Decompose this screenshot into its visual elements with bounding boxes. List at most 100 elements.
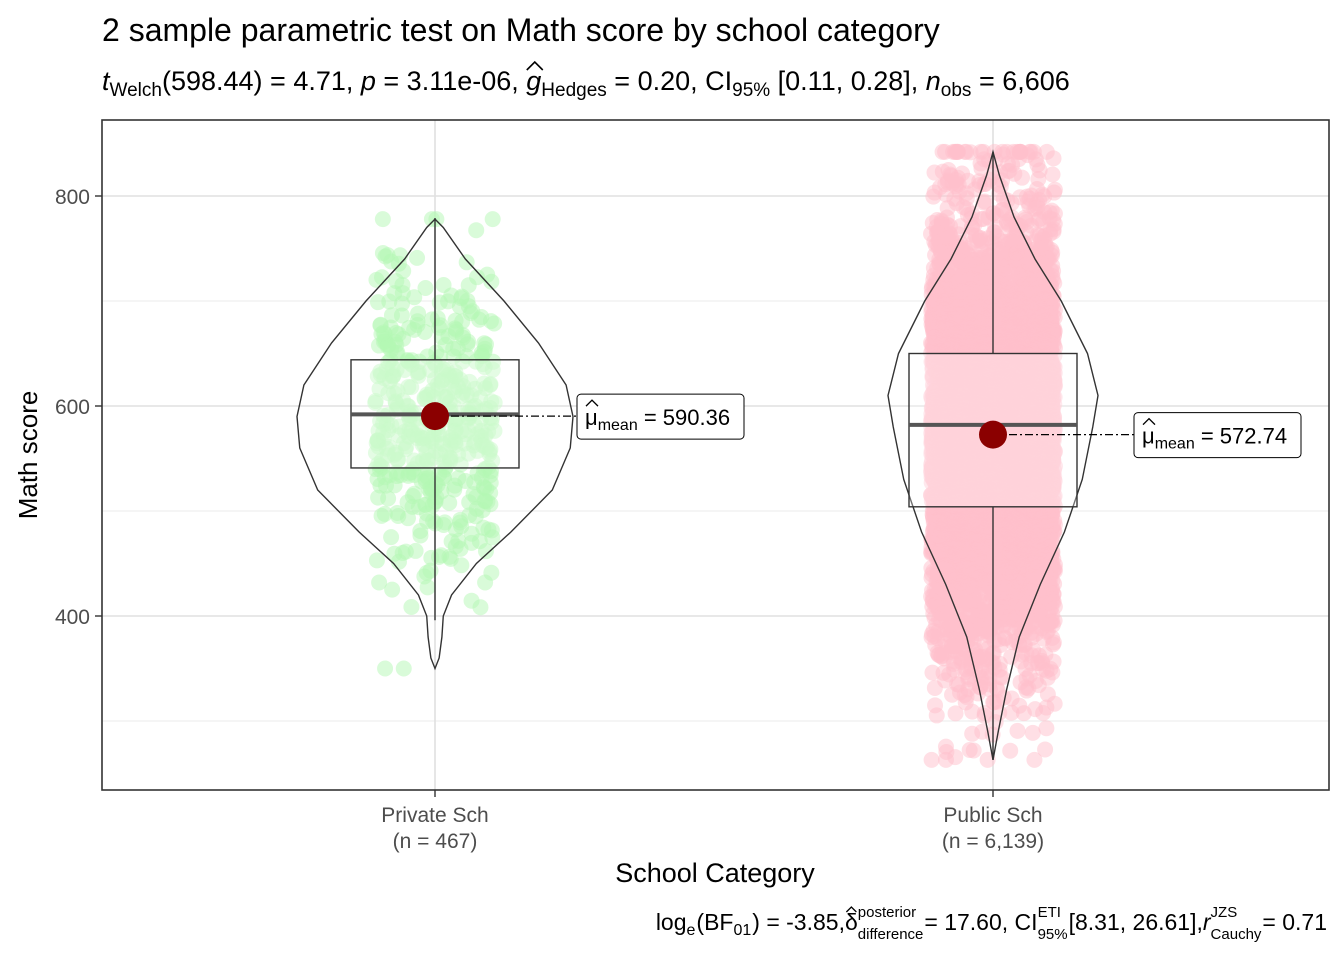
data-point — [431, 294, 448, 311]
data-point — [403, 598, 420, 615]
data-point — [457, 472, 474, 489]
data-point — [381, 293, 398, 310]
data-point — [482, 377, 499, 394]
data-point — [482, 313, 499, 330]
x-tick-label: Private Sch — [381, 804, 488, 827]
data-point — [374, 211, 391, 228]
data-point — [392, 247, 409, 264]
panel-background — [102, 120, 1329, 790]
data-point — [475, 462, 492, 479]
data-point — [371, 574, 388, 591]
data-point — [384, 359, 401, 376]
data-point — [435, 276, 452, 293]
data-point — [375, 324, 392, 341]
x-tick-n-label: (n = 467) — [393, 830, 478, 853]
data-point — [369, 294, 386, 311]
data-point — [477, 574, 494, 591]
data-point — [442, 450, 459, 467]
data-point — [373, 269, 390, 286]
data-point — [460, 298, 477, 315]
data-point — [1046, 184, 1063, 201]
data-point — [430, 426, 447, 443]
mean-label-text: μmean = 590.36 — [585, 405, 730, 434]
data-point — [429, 310, 446, 327]
data-point — [1026, 751, 1043, 768]
data-point — [485, 353, 502, 370]
data-point — [383, 307, 400, 324]
chart-subtitle: tWelch(598.44) = 4.71, p = 3.11e-06, gHe… — [102, 66, 1070, 101]
data-point — [477, 543, 494, 560]
data-point — [406, 466, 423, 483]
data-point — [460, 422, 477, 439]
data-point — [1009, 722, 1026, 739]
data-point — [374, 245, 391, 262]
data-point — [389, 383, 406, 400]
data-point — [422, 562, 439, 579]
mean-label-box — [576, 393, 745, 440]
data-point — [484, 211, 501, 228]
data-point — [377, 660, 394, 677]
data-point — [483, 393, 500, 410]
data-point — [425, 513, 442, 530]
mean-point — [421, 402, 449, 431]
data-point — [447, 433, 464, 450]
data-point — [452, 371, 469, 388]
data-point — [486, 422, 503, 439]
data-point — [478, 336, 495, 353]
data-point — [409, 313, 426, 330]
data-point — [406, 485, 423, 502]
data-point — [927, 697, 944, 714]
data-point — [1046, 695, 1063, 712]
data-point — [428, 344, 445, 361]
data-point — [469, 269, 486, 286]
data-point — [423, 211, 440, 228]
data-point — [1003, 704, 1020, 721]
data-point — [392, 467, 409, 484]
data-point — [1037, 741, 1054, 758]
data-point — [395, 660, 412, 677]
data-point — [450, 532, 467, 549]
data-point — [427, 442, 444, 459]
data-point — [370, 489, 387, 506]
data-point — [377, 477, 394, 494]
g-hat-icon — [526, 60, 544, 71]
mean-label-0: μmean = 590.36 — [576, 393, 745, 440]
data-point — [403, 379, 420, 396]
mean-hat-icon — [585, 399, 599, 407]
data-point — [1044, 166, 1061, 183]
data-point — [386, 545, 403, 562]
data-point — [468, 222, 485, 239]
data-point — [412, 523, 429, 540]
data-point — [394, 285, 411, 302]
data-point — [454, 327, 471, 344]
data-point — [388, 273, 405, 290]
data-point — [442, 550, 459, 567]
data-point — [396, 361, 413, 378]
data-point — [480, 521, 497, 538]
data-point — [471, 311, 488, 328]
data-point — [376, 505, 393, 522]
data-point — [482, 496, 499, 513]
data-point — [406, 426, 423, 443]
data-point — [384, 581, 401, 598]
data-point — [436, 470, 453, 487]
data-point — [371, 380, 388, 397]
data-point — [390, 507, 407, 524]
data-point — [436, 514, 453, 531]
data-point — [390, 451, 407, 468]
data-point — [441, 494, 458, 511]
data-point — [452, 511, 469, 528]
data-point — [417, 280, 434, 297]
data-point — [1024, 724, 1041, 741]
data-point — [463, 592, 480, 609]
data-point — [382, 341, 399, 358]
data-point — [424, 382, 441, 399]
data-point — [422, 484, 439, 501]
data-point — [383, 529, 400, 546]
data-point — [469, 442, 486, 459]
chart-title: 2 sample parametric test on Math score b… — [102, 12, 940, 48]
data-point — [924, 664, 941, 681]
data-point — [367, 394, 384, 411]
